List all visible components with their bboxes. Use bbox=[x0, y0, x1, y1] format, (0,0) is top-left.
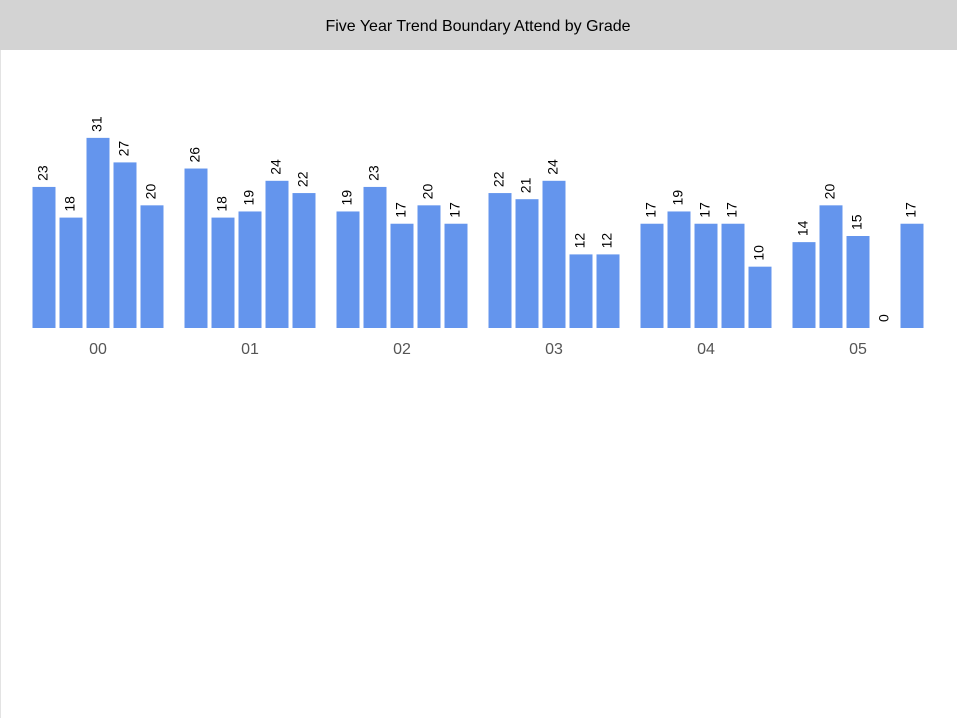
value-label: 24 bbox=[545, 159, 561, 175]
x-tick-label: 03 bbox=[545, 341, 563, 358]
value-label: 23 bbox=[35, 165, 51, 181]
value-label: 18 bbox=[214, 196, 230, 212]
bar bbox=[515, 199, 539, 328]
bar bbox=[417, 205, 441, 328]
bar bbox=[667, 211, 691, 328]
bar bbox=[596, 254, 620, 328]
bar bbox=[336, 211, 360, 328]
bar bbox=[694, 223, 718, 328]
value-label: 12 bbox=[599, 233, 615, 249]
bar bbox=[640, 223, 664, 328]
value-label: 31 bbox=[89, 116, 105, 132]
value-label: 17 bbox=[697, 202, 713, 218]
x-tick-label: 04 bbox=[697, 341, 715, 358]
value-label: 17 bbox=[393, 202, 409, 218]
value-label: 26 bbox=[187, 147, 203, 163]
bar bbox=[238, 211, 262, 328]
value-label: 24 bbox=[268, 159, 284, 175]
value-label: 0 bbox=[876, 314, 892, 322]
value-label: 15 bbox=[849, 214, 865, 230]
value-label: 20 bbox=[420, 184, 436, 200]
value-label: 22 bbox=[295, 171, 311, 187]
bar bbox=[59, 217, 83, 328]
value-label: 10 bbox=[751, 245, 767, 261]
value-label: 22 bbox=[491, 171, 507, 187]
x-tick-label: 05 bbox=[849, 341, 867, 358]
bar bbox=[140, 205, 164, 328]
value-label: 14 bbox=[795, 220, 811, 236]
value-label: 17 bbox=[643, 202, 659, 218]
bar bbox=[113, 162, 137, 328]
value-label: 19 bbox=[670, 190, 686, 206]
value-label: 19 bbox=[241, 190, 257, 206]
bar bbox=[846, 236, 870, 328]
bar bbox=[748, 266, 772, 328]
bar bbox=[211, 217, 235, 328]
value-label: 12 bbox=[572, 233, 588, 249]
bar bbox=[819, 205, 843, 328]
value-label: 20 bbox=[822, 184, 838, 200]
bar bbox=[569, 254, 593, 328]
x-tick-label: 00 bbox=[89, 341, 107, 358]
bar bbox=[265, 180, 289, 328]
bar bbox=[32, 186, 56, 328]
bar bbox=[86, 137, 110, 328]
value-label: 17 bbox=[903, 202, 919, 218]
value-label: 20 bbox=[143, 184, 159, 200]
value-label: 17 bbox=[724, 202, 740, 218]
chart-title: Five Year Trend Boundary Attend by Grade bbox=[325, 18, 630, 35]
bar bbox=[292, 193, 316, 328]
value-label: 17 bbox=[447, 202, 463, 218]
bar bbox=[792, 242, 816, 328]
bar bbox=[184, 168, 208, 328]
bar bbox=[444, 223, 468, 328]
bar bbox=[900, 223, 924, 328]
bar bbox=[363, 186, 387, 328]
bar bbox=[542, 180, 566, 328]
x-tick-label: 01 bbox=[241, 341, 259, 358]
bar bbox=[390, 223, 414, 328]
title-bar bbox=[0, 0, 957, 50]
bar bbox=[721, 223, 745, 328]
value-label: 21 bbox=[518, 177, 534, 193]
value-label: 18 bbox=[62, 196, 78, 212]
value-label: 19 bbox=[339, 190, 355, 206]
bar bbox=[488, 193, 512, 328]
x-tick-label: 02 bbox=[393, 341, 411, 358]
value-label: 27 bbox=[116, 141, 132, 157]
value-label: 23 bbox=[366, 165, 382, 181]
